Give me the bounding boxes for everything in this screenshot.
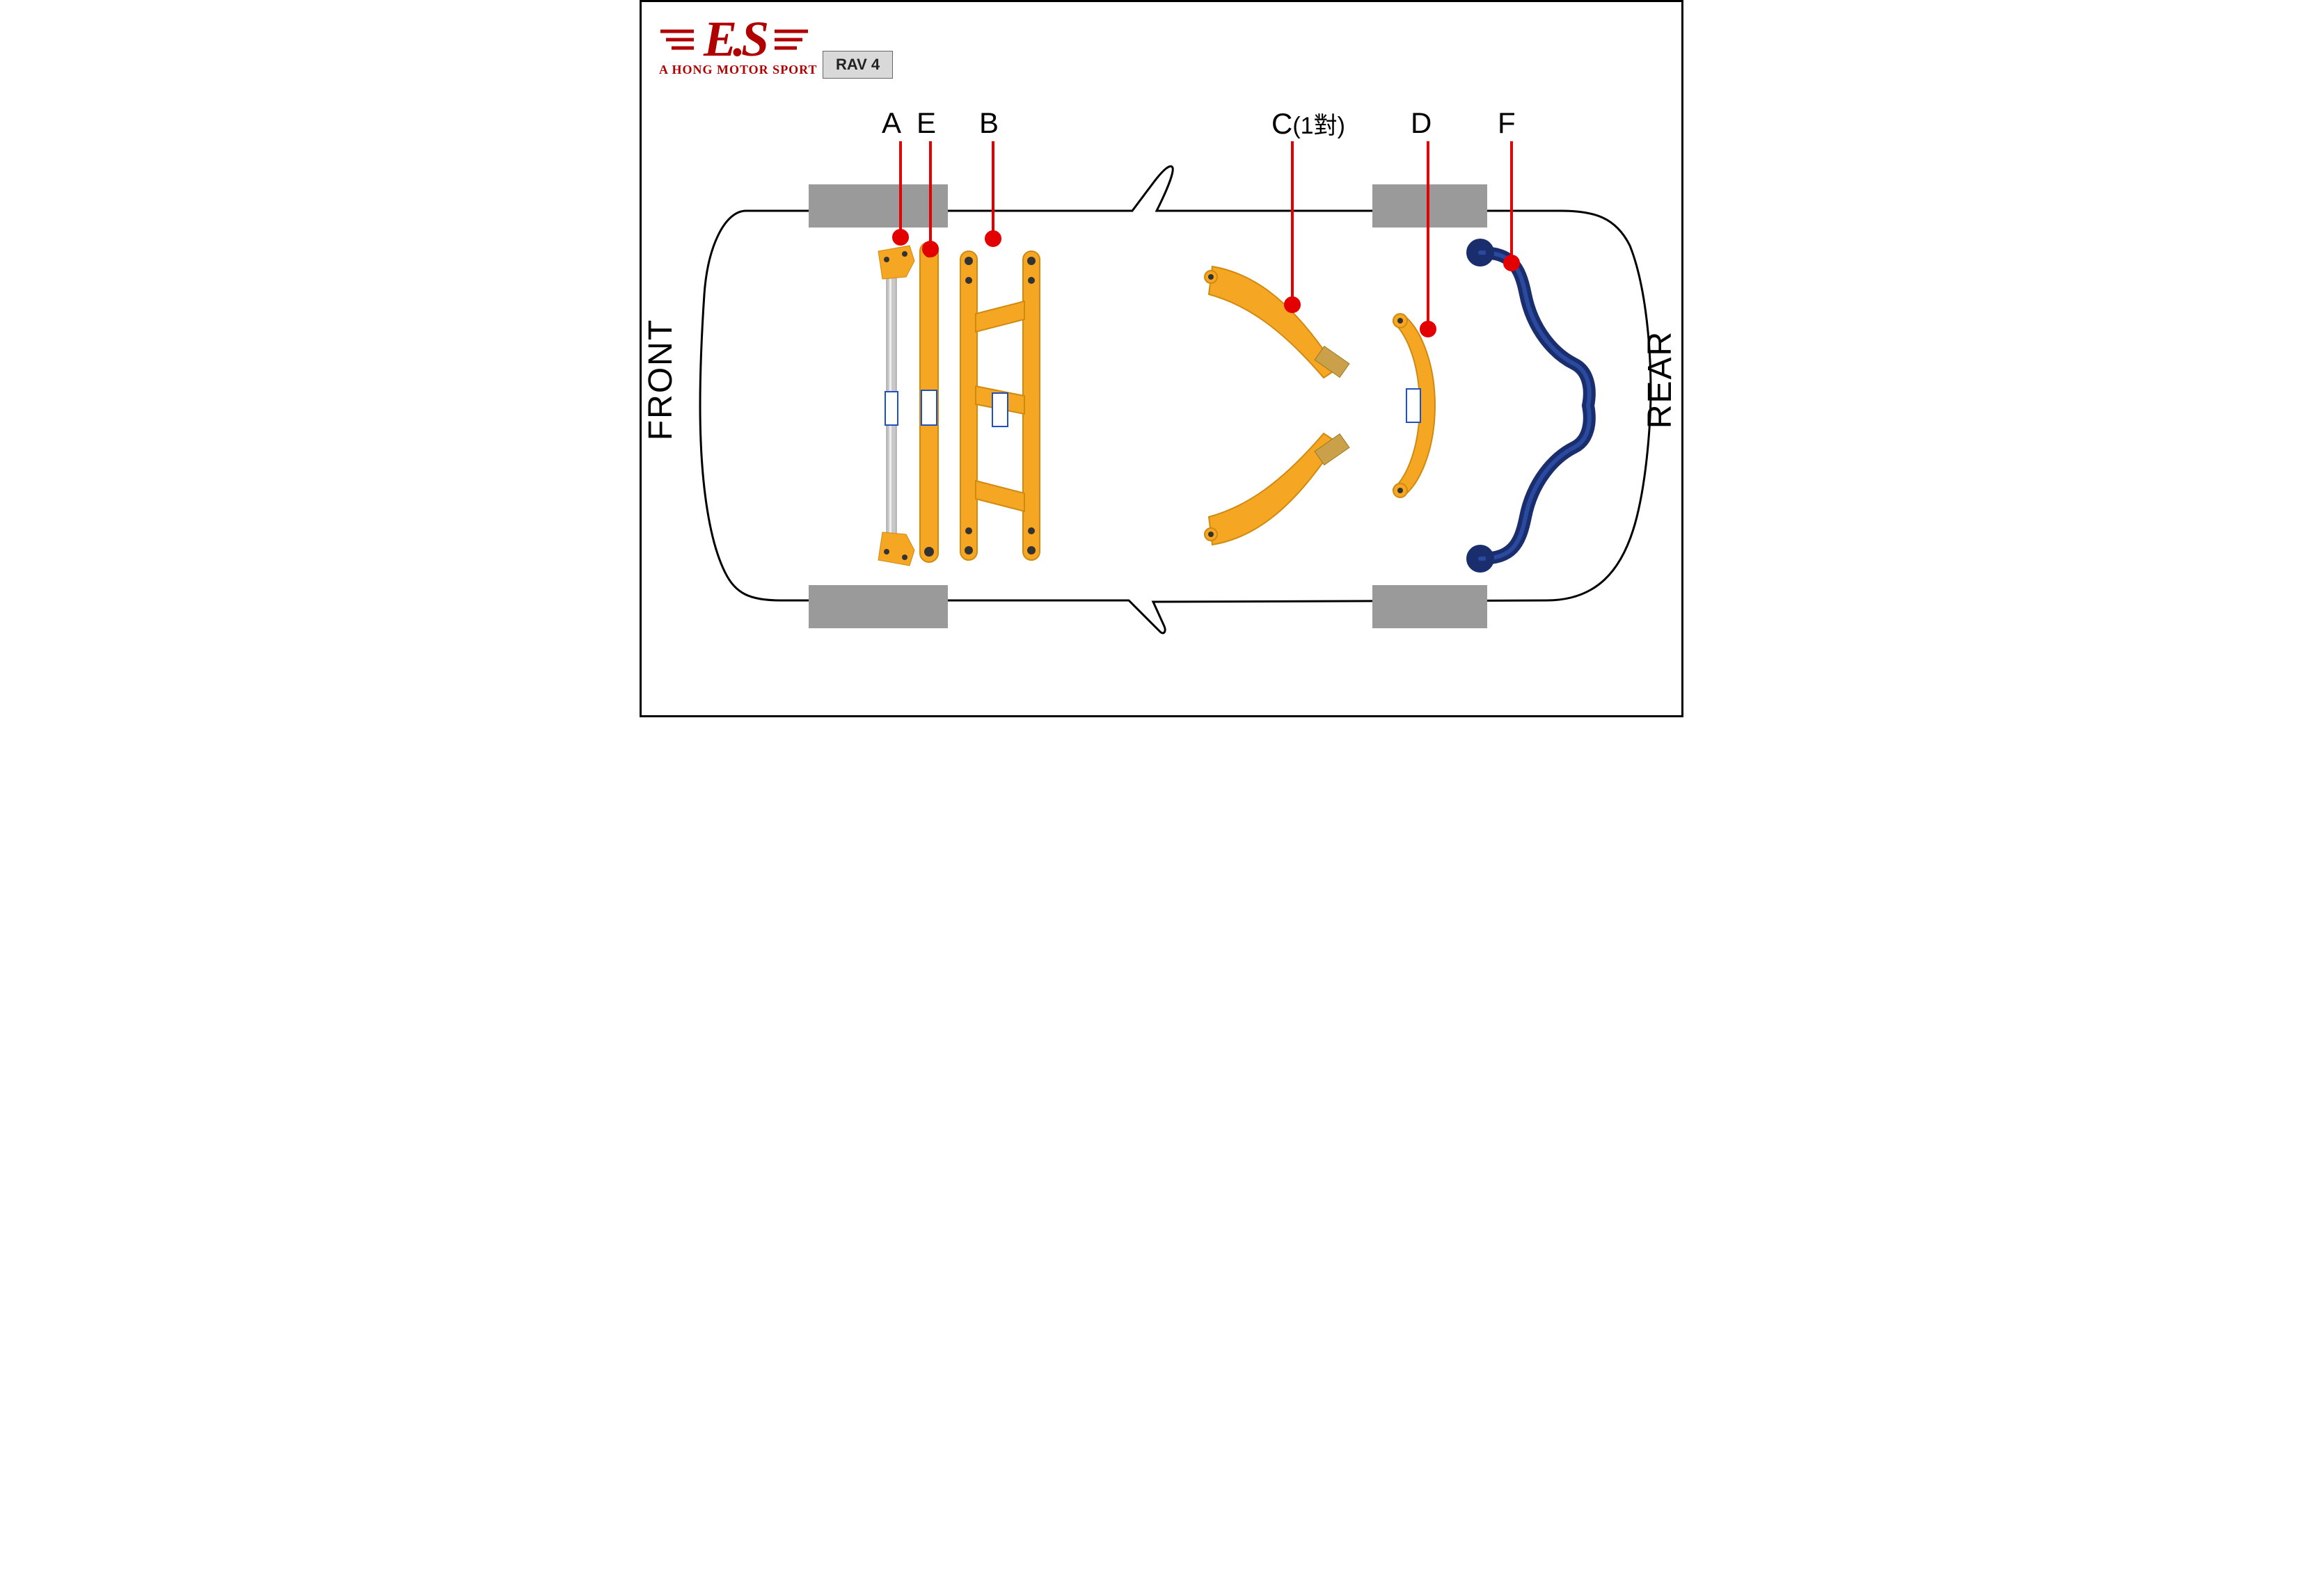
part-E-lower-bar (920, 242, 938, 562)
callout-C: C(1對) (1271, 106, 1345, 141)
callout-lines (894, 141, 1519, 336)
wheel-well-rl (809, 585, 948, 628)
wheel-well-fl (809, 184, 948, 228)
callout-D: D (1411, 106, 1432, 140)
wheel-well-rr (1372, 585, 1487, 628)
callout-E: E (917, 106, 936, 140)
callout-B: B (979, 106, 999, 140)
callout-C-letter: C (1271, 107, 1292, 140)
wheel-well-fr (1372, 184, 1487, 228)
part-D-rear-brace (1393, 314, 1435, 497)
callout-A: A (882, 106, 901, 140)
chassis-diagram (642, 2, 1686, 719)
part-B-h-brace (960, 251, 1040, 560)
callout-F: F (1498, 106, 1516, 140)
callout-C-note: (1對) (1292, 113, 1345, 139)
car-outline (700, 166, 1651, 633)
part-F-sway-bar (1470, 243, 1589, 568)
diagram-frame: E.S A HONG MOTOR SPORT RAV 4 FRONT REAR (640, 0, 1683, 717)
part-A-strut-bar (878, 246, 914, 566)
part-C-trailing-arms (1205, 266, 1349, 545)
